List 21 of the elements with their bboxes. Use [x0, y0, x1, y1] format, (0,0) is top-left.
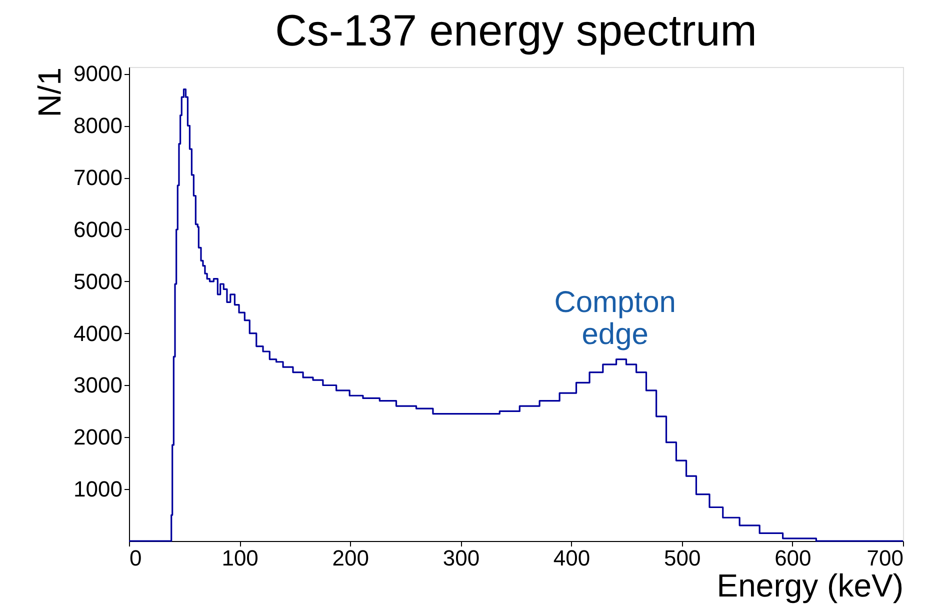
y-tick-label: 7000 [74, 165, 122, 190]
x-tick-label: 400 [553, 546, 590, 570]
annotation: Compton edge [554, 286, 676, 352]
y-tick-label: 2000 [74, 424, 122, 450]
y-tick-label: 6000 [74, 217, 122, 242]
x-tick-label: 600 [774, 546, 812, 570]
y-tick-label: 8000 [74, 113, 122, 138]
y-tick-label: 3000 [74, 372, 122, 398]
chart-title: Cs-137 energy spectrum [275, 6, 757, 56]
x-tick-label: 0 [130, 546, 142, 570]
x-tick-label: 100 [222, 546, 258, 570]
x-tick-label: 700 [866, 546, 904, 570]
y-tick-label: 5000 [74, 268, 122, 294]
x-tick-label: 200 [332, 546, 369, 570]
y-tick-label: 4000 [74, 320, 122, 346]
y-tick-label: 9000 [74, 61, 122, 86]
x-tick-label: 300 [442, 546, 480, 570]
x-axis-title: Energy (keV) [716, 568, 904, 604]
y-axis-title: N/1 [32, 68, 68, 118]
x-tick-label: 500 [664, 546, 701, 570]
y-tick-label: 1000 [74, 476, 122, 502]
